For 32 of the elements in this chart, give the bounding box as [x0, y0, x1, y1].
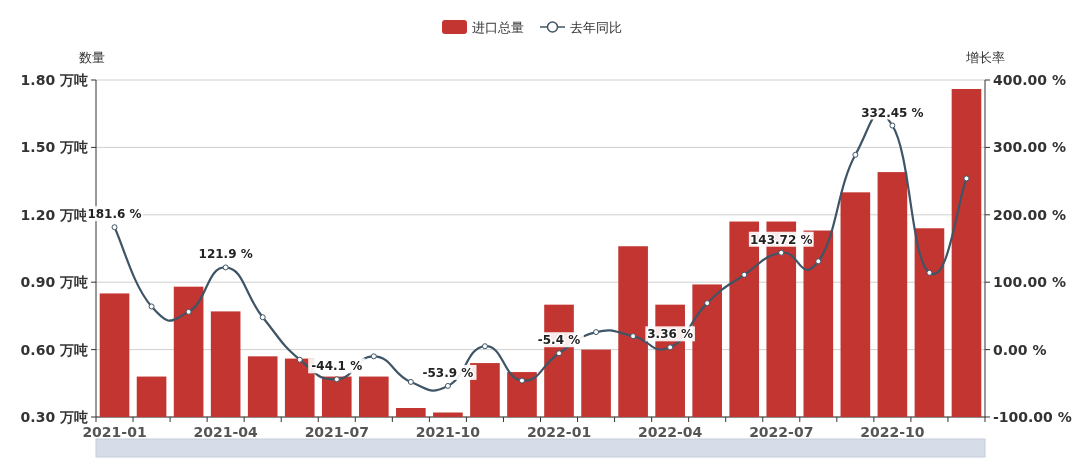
- data-label: -53.9 %: [422, 365, 474, 380]
- y-tick-label: 1.50 万吨: [20, 139, 88, 156]
- y-tick-label: 0.90 万吨: [20, 274, 88, 291]
- data-label: -5.4 %: [537, 333, 581, 348]
- data-label: 3.36 %: [647, 327, 694, 342]
- x-tick-label: 2022-10: [860, 424, 925, 440]
- y2-tick-label: 100.00 %: [993, 274, 1066, 291]
- y2-tick-label: 400.00 %: [993, 72, 1066, 88]
- x-tick-label: 2021-04: [193, 424, 259, 440]
- y2-tick-label: 300.00 %: [993, 139, 1066, 156]
- x-tick-label: 2021-10: [415, 424, 481, 440]
- y-tick-label: 0.30 万吨: [20, 409, 88, 425]
- data-label: 121.9 %: [198, 247, 253, 262]
- data-label: 143.72 %: [750, 232, 813, 247]
- legend-label: 进口总量: [472, 20, 524, 35]
- legend-label: 去年同比: [570, 20, 622, 35]
- y-tick-label: 1.80 万吨: [20, 72, 88, 88]
- y-axis-title: 数量: [79, 50, 105, 65]
- y2-tick-label: 200.00 %: [993, 206, 1066, 223]
- data-label: 332.45 %: [861, 105, 924, 120]
- x-tick-label: 2021-07: [304, 424, 369, 440]
- y2-tick-label: 0.00 %: [993, 341, 1047, 358]
- data-label: 181.6 %: [87, 207, 142, 222]
- x-tick-label: 2022-04: [638, 424, 703, 440]
- x-tick-label: 2022-01: [526, 424, 592, 440]
- y2-tick-label: -100.00 %: [993, 409, 1072, 425]
- y-tick-label: 0.60 万吨: [20, 341, 88, 358]
- y2-axis-title: 增长率: [964, 50, 1005, 65]
- y-tick-label: 1.20 万吨: [20, 206, 88, 223]
- x-tick-label: 2022-07: [749, 424, 814, 440]
- x-tick-label: 2021-01: [82, 424, 147, 440]
- data-label: -44.1 %: [311, 359, 363, 374]
